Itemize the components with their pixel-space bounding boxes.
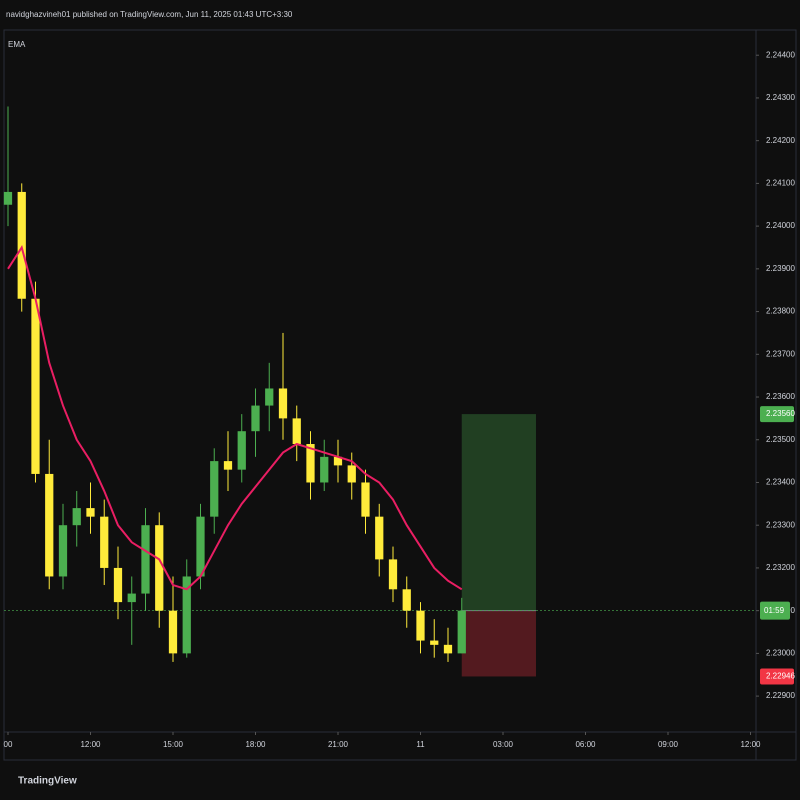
y-tick-label: 2.23400 <box>766 478 795 487</box>
x-tick-label: 18:00 <box>245 740 266 749</box>
candle-body <box>155 525 164 611</box>
x-tick-label: 03:00 <box>493 740 514 749</box>
candle-body <box>168 610 178 654</box>
candle-body <box>182 576 191 654</box>
candle-body <box>100 516 109 568</box>
y-tick-label: 2.23500 <box>766 435 795 444</box>
candle-body <box>31 298 40 474</box>
candle-body <box>223 461 233 470</box>
x-tick-label: 12:00 <box>80 740 101 749</box>
target-tag-label: 2.23560 <box>766 409 795 418</box>
stop-tag-label: 2.22946 <box>766 672 795 681</box>
candle-body <box>251 405 260 432</box>
candle-body <box>141 525 150 594</box>
candle-body <box>210 461 219 517</box>
candle-body <box>292 418 301 445</box>
y-tick-label: 2.23600 <box>766 392 795 401</box>
target-zone <box>461 414 536 611</box>
candle-body <box>45 473 54 577</box>
y-tick-label: 2.23900 <box>766 264 795 273</box>
y-tick-label: 2.24300 <box>766 93 795 102</box>
x-tick-label: 15:00 <box>163 740 184 749</box>
y-tick-label: 2.23300 <box>766 520 795 529</box>
target-tag <box>760 406 794 423</box>
candle-body <box>306 444 315 483</box>
ema-line <box>7 245 463 591</box>
candle-body <box>388 559 398 590</box>
candle-body <box>113 567 123 603</box>
y-tick-label: 2.24200 <box>766 136 795 145</box>
candle-body <box>237 431 246 470</box>
countdown-tag <box>760 601 790 620</box>
x-tick-label: 00 <box>4 740 13 749</box>
y-tick-label: 2.23200 <box>766 563 795 572</box>
publish-header: navidghazvineh01 published on TradingVie… <box>6 10 293 19</box>
candle-body <box>265 388 274 406</box>
candle-body <box>361 482 370 517</box>
candle-body <box>17 191 26 299</box>
y-tick-label: 2.23700 <box>766 349 795 358</box>
y-tick-label: 2.23000 <box>766 648 795 657</box>
candle-body <box>416 610 425 641</box>
candle-body <box>196 516 205 577</box>
indicator-label: EMA <box>8 40 26 49</box>
x-tick-label: 21:00 <box>328 740 349 749</box>
footer-brand: TradingView <box>18 776 77 787</box>
y-tick-label: 2.24100 <box>766 178 795 187</box>
stop-zone <box>461 610 536 677</box>
y-tick-label: 2.24000 <box>766 221 795 230</box>
candle-body <box>457 610 466 654</box>
candle-body <box>58 525 68 577</box>
candle-body <box>86 508 95 517</box>
countdown-label: 01:59 <box>764 606 785 615</box>
y-tick-label: 2.23800 <box>766 307 795 316</box>
candle-body <box>430 640 439 645</box>
candle-body <box>127 593 136 603</box>
candle-body <box>320 456 329 483</box>
candle-body <box>443 644 453 654</box>
candle-body <box>72 508 81 526</box>
frame <box>3 29 797 761</box>
candle-body <box>278 388 288 419</box>
y-tick-label: 2.24400 <box>766 50 795 59</box>
stop-tag <box>760 668 794 685</box>
x-tick-label: 09:00 <box>658 740 679 749</box>
candle-body <box>402 589 411 611</box>
candle-body <box>347 465 356 483</box>
x-tick-label: 12:00 <box>740 740 761 749</box>
x-tick-label: 11 <box>416 740 425 749</box>
candle-body <box>333 456 343 466</box>
candle-body <box>3 191 13 205</box>
x-tick-label: 06:00 <box>575 740 596 749</box>
candle-body <box>375 516 384 560</box>
y-tick-label: 2.22900 <box>766 691 795 700</box>
